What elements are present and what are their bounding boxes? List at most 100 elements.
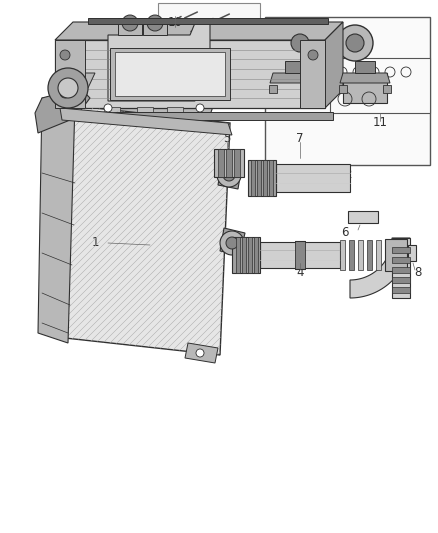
Polygon shape (350, 238, 410, 298)
Bar (158, 3, 260, 65)
Circle shape (223, 42, 231, 50)
Circle shape (122, 15, 138, 31)
Polygon shape (218, 149, 224, 177)
Circle shape (346, 34, 364, 52)
Polygon shape (392, 238, 410, 298)
Text: 4: 4 (296, 266, 304, 279)
Polygon shape (118, 18, 142, 35)
Circle shape (104, 104, 112, 112)
Circle shape (337, 25, 373, 61)
Circle shape (220, 231, 244, 255)
Bar (330, 58, 430, 113)
Polygon shape (376, 240, 381, 270)
Polygon shape (60, 108, 232, 135)
Text: 6: 6 (341, 227, 349, 239)
Polygon shape (55, 40, 85, 108)
Circle shape (308, 50, 318, 60)
Circle shape (226, 237, 238, 249)
Polygon shape (325, 22, 343, 108)
Text: 7: 7 (296, 132, 304, 144)
Text: 9: 9 (84, 59, 92, 71)
Text: 1: 1 (91, 237, 99, 249)
Polygon shape (110, 48, 230, 100)
Circle shape (58, 78, 78, 98)
Polygon shape (75, 112, 333, 120)
Polygon shape (392, 247, 410, 253)
Polygon shape (392, 267, 410, 273)
Polygon shape (343, 73, 387, 103)
Circle shape (291, 34, 309, 52)
Polygon shape (273, 73, 317, 103)
Polygon shape (137, 107, 153, 115)
Polygon shape (263, 160, 267, 196)
Polygon shape (367, 240, 372, 270)
Polygon shape (35, 88, 90, 133)
Polygon shape (254, 237, 258, 273)
Polygon shape (88, 18, 328, 24)
Polygon shape (234, 149, 240, 177)
Polygon shape (248, 237, 252, 273)
Polygon shape (276, 164, 350, 192)
Circle shape (147, 15, 163, 31)
Polygon shape (358, 240, 363, 270)
Circle shape (48, 68, 88, 108)
Polygon shape (218, 161, 242, 189)
Polygon shape (55, 40, 325, 108)
Circle shape (189, 42, 197, 50)
Polygon shape (300, 40, 325, 108)
Polygon shape (55, 73, 95, 103)
Polygon shape (348, 211, 378, 223)
Text: 11: 11 (372, 117, 388, 130)
Polygon shape (167, 107, 183, 115)
Polygon shape (313, 85, 321, 93)
Polygon shape (220, 228, 245, 255)
Text: 2: 2 (344, 168, 351, 182)
Polygon shape (392, 277, 410, 283)
Polygon shape (38, 98, 75, 343)
Polygon shape (260, 242, 340, 268)
Text: 3: 3 (205, 68, 213, 80)
Polygon shape (340, 73, 390, 83)
Polygon shape (270, 73, 320, 83)
Polygon shape (242, 237, 246, 273)
Polygon shape (65, 105, 230, 355)
Polygon shape (210, 23, 225, 88)
Polygon shape (392, 257, 410, 263)
Circle shape (217, 163, 241, 187)
Polygon shape (285, 61, 305, 73)
Circle shape (167, 38, 183, 54)
Polygon shape (340, 240, 345, 270)
Polygon shape (104, 107, 120, 115)
Text: 10: 10 (168, 17, 183, 29)
Polygon shape (248, 160, 276, 196)
Polygon shape (269, 160, 273, 196)
Polygon shape (385, 239, 407, 271)
Polygon shape (232, 237, 260, 273)
Polygon shape (236, 237, 240, 273)
Text: 5: 5 (223, 132, 231, 144)
Circle shape (60, 88, 70, 98)
Polygon shape (95, 101, 215, 115)
Circle shape (171, 42, 179, 50)
Circle shape (223, 169, 235, 181)
Polygon shape (214, 149, 244, 177)
Polygon shape (226, 149, 232, 177)
Polygon shape (251, 160, 255, 196)
Polygon shape (185, 343, 218, 363)
Circle shape (196, 349, 204, 357)
Circle shape (196, 104, 204, 112)
Circle shape (60, 50, 70, 60)
Circle shape (185, 38, 201, 54)
Bar (265, 17, 430, 165)
Circle shape (282, 25, 318, 61)
Polygon shape (143, 18, 167, 35)
Circle shape (210, 41, 220, 51)
Polygon shape (269, 85, 277, 93)
Polygon shape (108, 23, 210, 101)
Polygon shape (295, 241, 305, 269)
Polygon shape (349, 240, 354, 270)
Polygon shape (355, 61, 375, 73)
Polygon shape (55, 22, 343, 40)
Polygon shape (257, 160, 261, 196)
Polygon shape (392, 287, 410, 293)
